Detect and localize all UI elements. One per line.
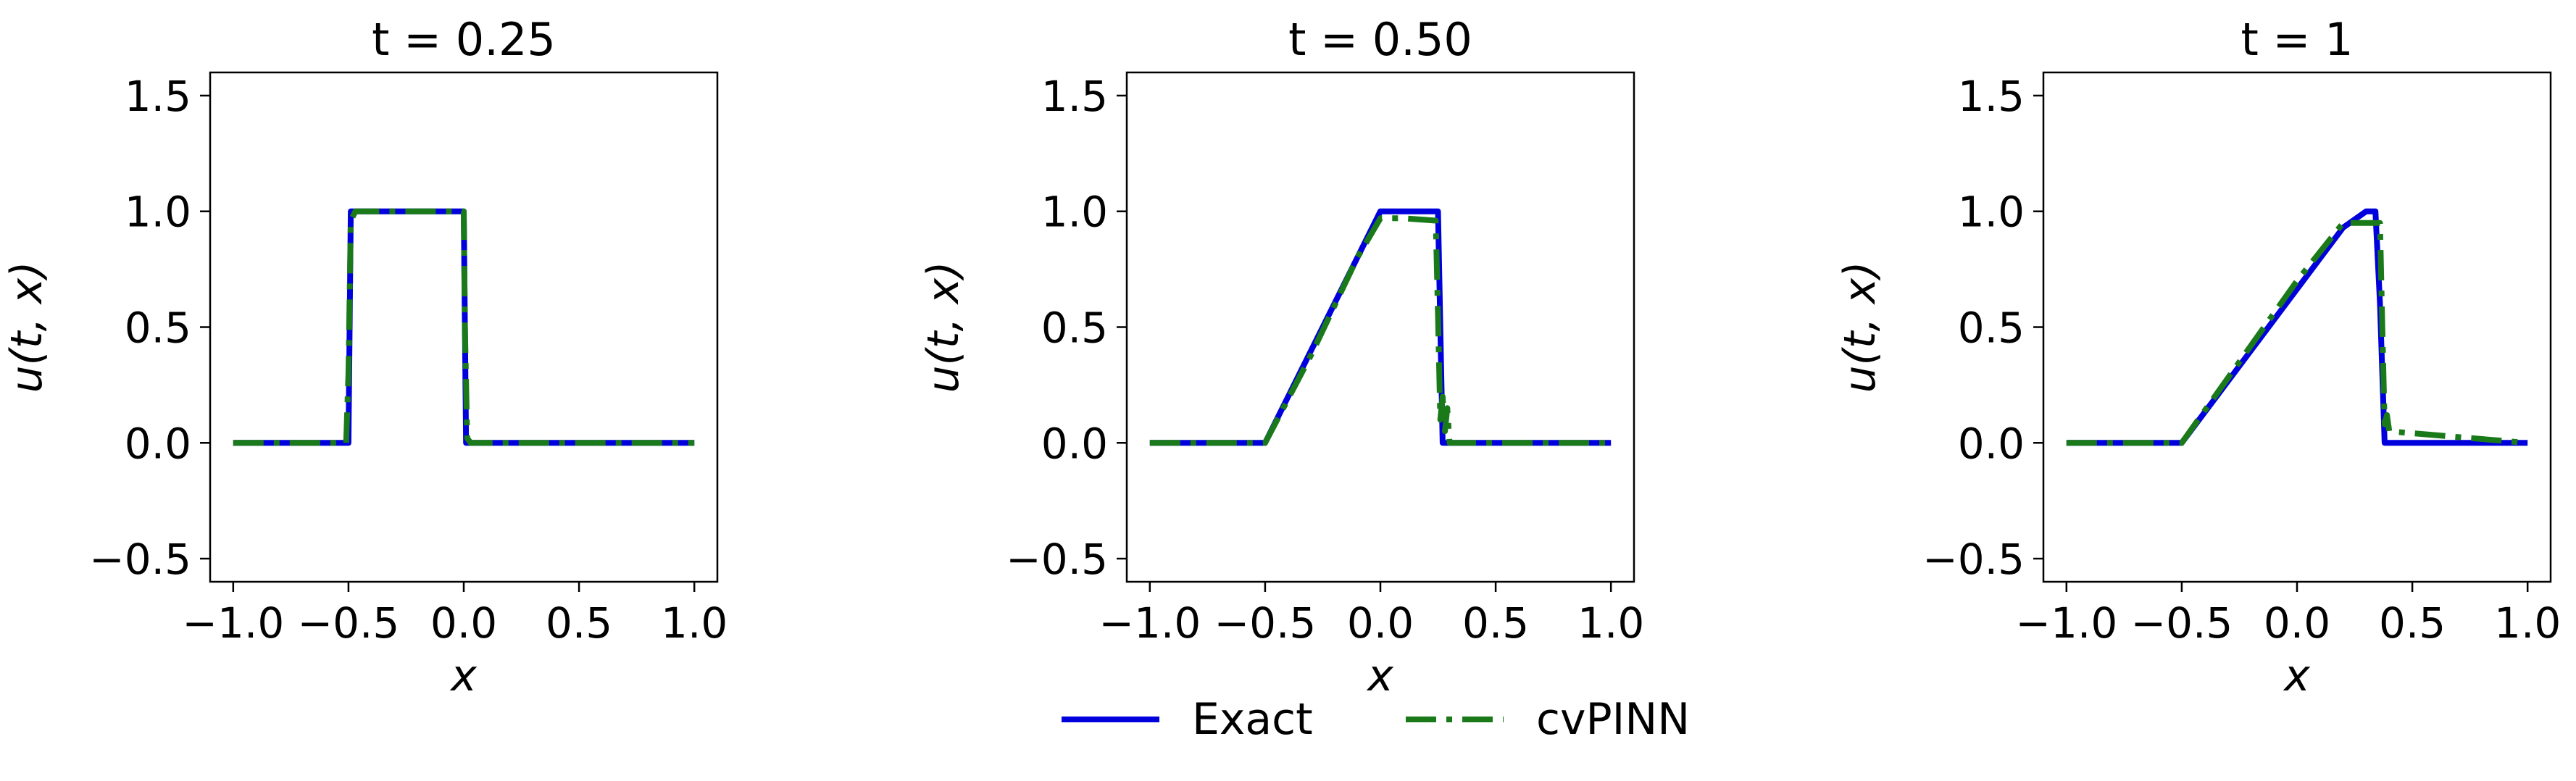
x-axis-label: x (1366, 651, 1393, 701)
y-tick-label: 1.5 (1041, 72, 1108, 121)
x-tick-label: 1.0 (661, 598, 728, 648)
x-axis-label: x (2283, 651, 2310, 701)
x-tick-label: −0.5 (297, 598, 399, 648)
y-axis-label: u(t, x) (1, 261, 52, 393)
x-tick-label: −0.5 (1214, 598, 1316, 648)
panels: −1.0 −0.5 0.0 0.5 1.0 −0.5 0.0 0.5 1.0 1.5 t = 0.2… (1, 13, 2561, 701)
chart-panel-1: −1.0 −0.5 0.0 0.5 1.0 −0.5 0.0 0.5 1.0 1.5 t = 0.2… (1, 13, 728, 701)
y-tick-label: 1.5 (1958, 72, 2025, 121)
x-tick-label: 0.0 (2264, 598, 2330, 648)
x-tick-label: −1.0 (1099, 598, 1201, 648)
legend: Exact cvPINN (1062, 694, 1690, 745)
series-line-cvpinn (2066, 220, 2528, 446)
y-tick-label: −0.5 (1006, 535, 1108, 584)
y-tick-label: 0.5 (125, 304, 191, 353)
x-tick-label: −1.0 (2015, 598, 2117, 648)
x-tick-label: 1.0 (1577, 598, 1644, 648)
y-tick-label: 0.0 (125, 419, 191, 468)
y-axis-label: u(t, x) (1835, 261, 1885, 393)
y-tick-label: 1.0 (125, 188, 191, 237)
x-tick-label: 0.5 (2379, 598, 2446, 648)
chart-panel-3: −1.0 −0.5 0.0 0.5 1.0 −0.5 0.0 0.5 1.0 1.5 t = 1 x u… (1835, 13, 2561, 701)
series-group (1149, 208, 1612, 446)
y-tick-label: 1.0 (1958, 188, 2025, 237)
chart-title: t = 1 (2241, 13, 2353, 66)
chart-panel-2: −1.0 −0.5 0.0 0.5 1.0 −0.5 0.0 0.5 1.0 1.5 t = 0.5… (918, 13, 1644, 701)
x-tick-label: 0.5 (546, 598, 612, 648)
legend-exact-label: Exact (1192, 694, 1313, 745)
series-line-exact (1149, 208, 1612, 446)
y-tick-label: 0.5 (1041, 304, 1108, 353)
x-tick-label: 1.0 (2494, 598, 2561, 648)
y-tick-label: 1.0 (1041, 188, 1108, 237)
series-group (233, 208, 695, 446)
x-tick-label: 0.5 (1462, 598, 1529, 648)
y-axis-label: u(t, x) (918, 261, 969, 393)
series-line-cvpinn (1149, 215, 1612, 446)
y-tick-label: 0.0 (1958, 419, 2025, 468)
series-group (2066, 208, 2528, 446)
x-tick-label: −1.0 (182, 598, 284, 648)
plot-frame (2042, 71, 2552, 583)
y-tick-label: 0.0 (1041, 419, 1108, 468)
y-tick-label: 0.5 (1958, 304, 2025, 353)
legend-cvpinn-label: cvPINN (1536, 694, 1690, 745)
x-tick-label: 0.0 (1347, 598, 1414, 648)
x-tick-label: 0.0 (430, 598, 497, 648)
y-tick-label: −0.5 (1922, 535, 2025, 584)
x-axis-label: x (449, 651, 477, 701)
y-tick-label: −0.5 (89, 535, 191, 584)
plot-frame (1125, 71, 1635, 583)
chart-title: t = 0.50 (1288, 13, 1472, 66)
chart-title: t = 0.25 (372, 13, 556, 66)
series-line-cvpinn (233, 208, 695, 446)
y-tick-label: 1.5 (125, 72, 191, 121)
series-line-exact (2066, 208, 2528, 446)
x-tick-label: −0.5 (2130, 598, 2233, 648)
